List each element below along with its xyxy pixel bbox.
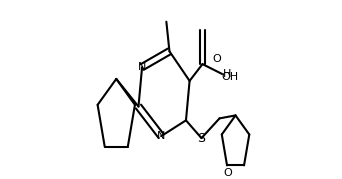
Text: OH: OH — [221, 72, 238, 82]
Text: O: O — [224, 168, 233, 178]
Text: O: O — [213, 54, 221, 64]
Text: S: S — [197, 132, 206, 145]
Text: N: N — [157, 131, 166, 141]
Text: N: N — [138, 62, 146, 72]
Text: H: H — [223, 69, 232, 79]
